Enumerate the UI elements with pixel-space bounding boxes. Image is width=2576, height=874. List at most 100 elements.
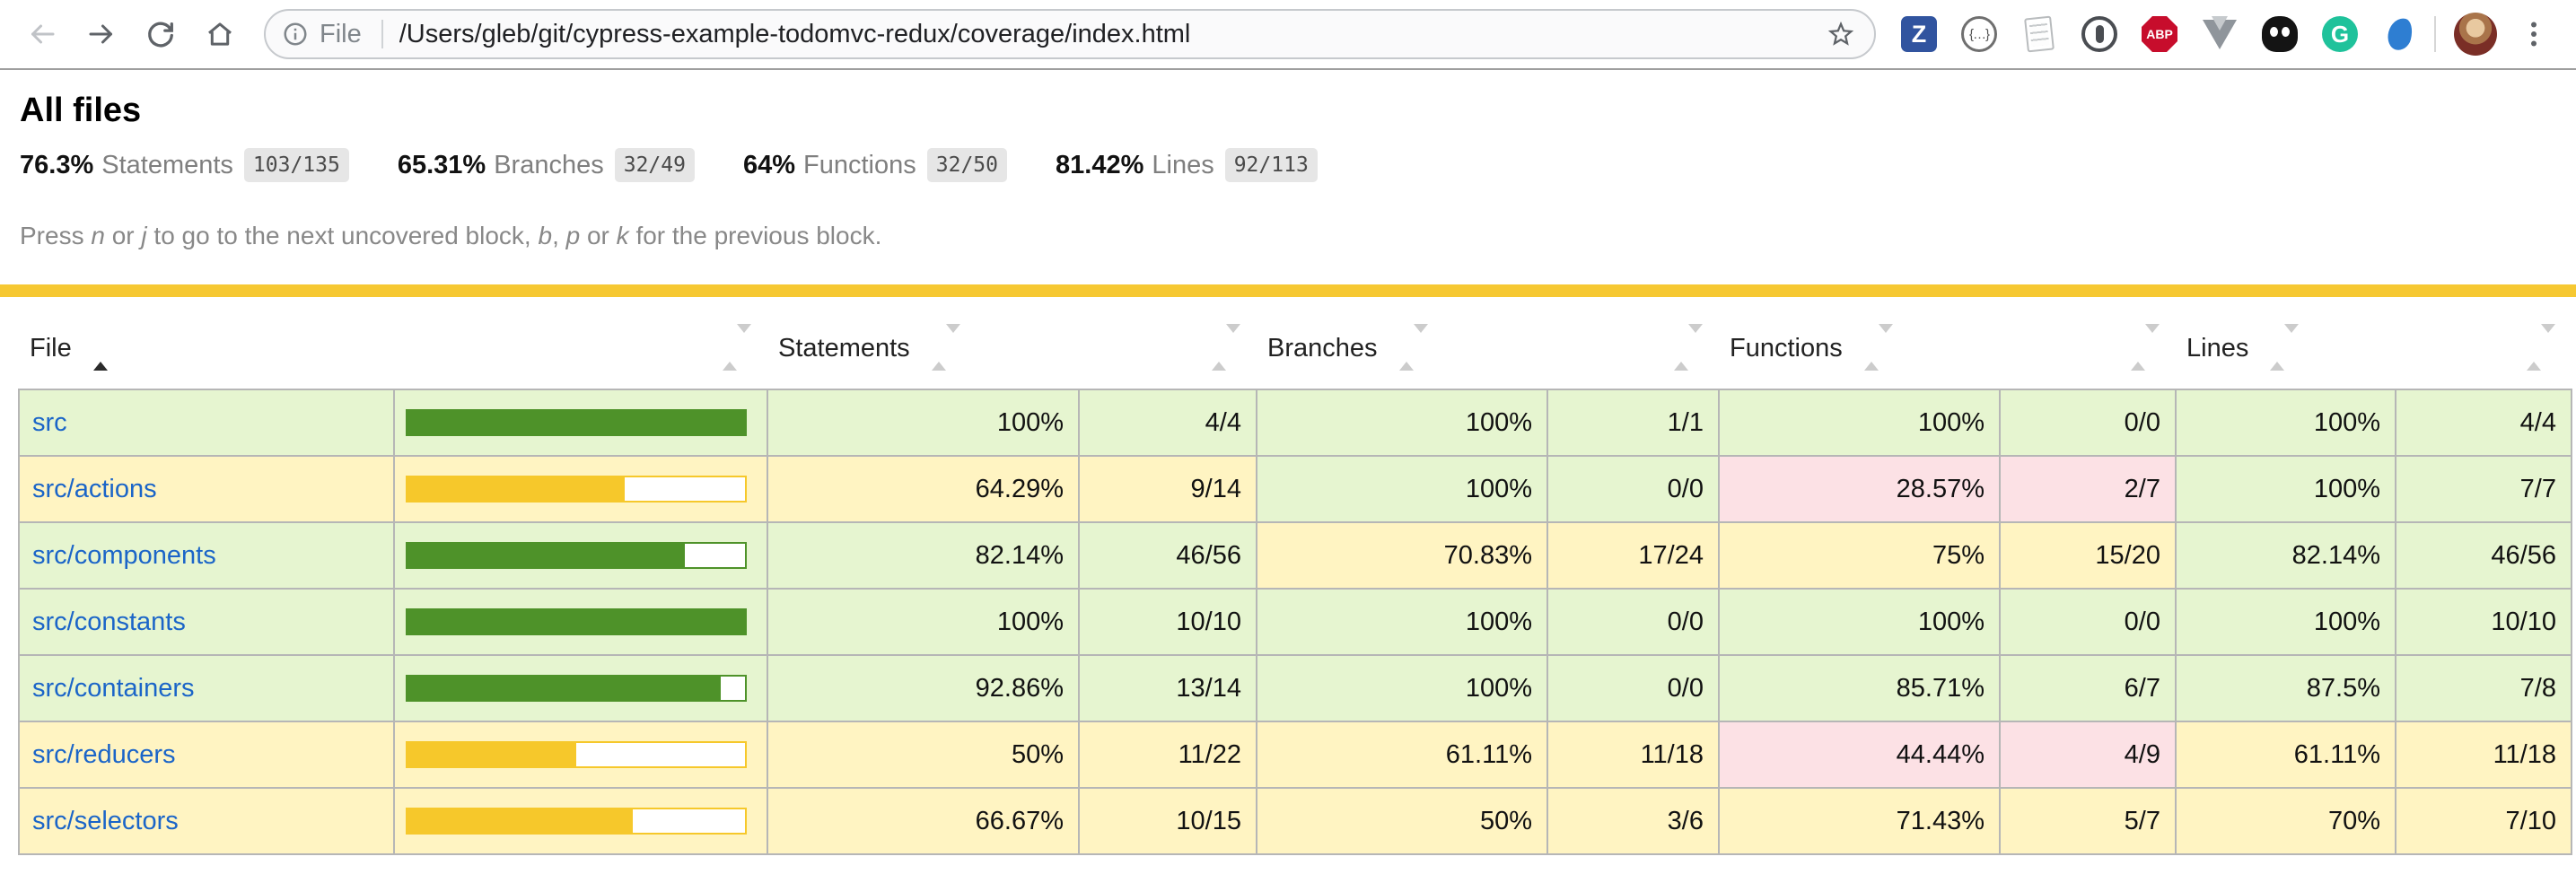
bookmark-star-icon[interactable] (1826, 19, 1856, 49)
coverage-bar-cell (393, 521, 768, 590)
coverage-table-body: src 100% 4/4 100% 1/1 100% 0/0 100% 4/4 src/actio… (18, 389, 2572, 855)
lines-ratio-cell: 46/56 (2395, 521, 2572, 590)
coverage-bar-cell (393, 787, 768, 855)
grammarly-extension-icon[interactable]: G (2322, 16, 2358, 52)
coverage-bar-cell (393, 389, 768, 457)
coverage-bar-fill (407, 411, 745, 434)
file-link[interactable]: src (32, 407, 67, 437)
1password-extension-icon[interactable] (2081, 16, 2117, 52)
flame-glyph (2385, 15, 2415, 53)
column-header-statements-ratio[interactable] (1079, 297, 1257, 389)
branches-fraction-badge: 32/49 (614, 148, 695, 182)
column-header-lines-ratio[interactable] (2396, 297, 2572, 389)
sort-arrows-icon (1674, 324, 1703, 371)
coverage-summary: 76.3% Statements 103/135 65.31% Branches… (20, 148, 2576, 182)
coverage-bar (406, 409, 747, 436)
column-header-branches[interactable]: Branches (1257, 297, 1547, 389)
summary-branches: 65.31% Branches 32/49 (398, 148, 695, 182)
coverage-bar (406, 542, 747, 569)
functions-ratio-cell: 6/7 (1999, 654, 2177, 722)
coverage-bar-fill (407, 477, 625, 501)
functions-pct-cell: 100% (1718, 389, 2001, 457)
file-cell: src/containers (18, 654, 395, 722)
functions-pct-cell: 100% (1718, 588, 2001, 656)
column-header-lines[interactable]: Lines (2176, 297, 2396, 389)
sort-arrows-icon (1863, 324, 1893, 371)
back-button[interactable] (22, 14, 62, 54)
statements-pct-cell: 64.29% (767, 455, 1080, 523)
json-formatter-extension-icon[interactable]: {…} (1961, 16, 1997, 52)
summary-statements: 76.3% Statements 103/135 (20, 148, 349, 182)
adblock-plus-extension-icon[interactable]: ABP (2142, 16, 2177, 52)
coverage-bar (406, 675, 747, 702)
statements-pct: 76.3% (20, 150, 94, 179)
functions-ratio-cell: 15/20 (1999, 521, 2177, 590)
branches-pct-cell: 61.11% (1256, 721, 1548, 789)
file-link[interactable]: src/containers (32, 673, 195, 703)
toolbar-separator (2434, 16, 2436, 52)
sort-arrows-icon (2270, 324, 2300, 371)
coverage-bar-fill (407, 743, 576, 766)
lines-ratio-cell: 7/7 (2395, 455, 2572, 523)
browser-toolbar: File /Users/gleb/git/cypress-example-tod… (0, 0, 2576, 70)
table-header-row: File Statements Branches (19, 297, 2572, 389)
statements-pct-cell: 82.14% (767, 521, 1080, 590)
reload-button[interactable] (141, 14, 180, 54)
home-button[interactable] (200, 14, 240, 54)
forward-button[interactable] (82, 14, 121, 54)
forward-arrow-icon (89, 24, 112, 44)
sort-arrows-icon (931, 324, 960, 371)
lines-label: Lines (1152, 150, 1214, 179)
file-link[interactable]: src/reducers (32, 739, 176, 769)
column-header-statements[interactable]: Statements (767, 297, 1079, 389)
branches-pct-cell: 100% (1256, 455, 1548, 523)
sort-arrows-icon (2527, 324, 2555, 371)
column-header-functions-ratio[interactable] (2000, 297, 2176, 389)
column-header-file[interactable]: File (19, 297, 394, 389)
functions-ratio-cell: 4/9 (1999, 721, 2177, 789)
coverage-bar-cell (393, 654, 768, 722)
branches-ratio-cell: 17/24 (1546, 521, 1720, 590)
profile-avatar[interactable] (2454, 13, 2497, 56)
kuker-extension-icon[interactable] (2262, 16, 2298, 52)
coverage-bar (406, 476, 747, 503)
statements-pct-cell: 50% (767, 721, 1080, 789)
branches-pct: 65.31% (397, 150, 486, 179)
home-icon (208, 22, 232, 46)
sort-asc-icon (92, 333, 108, 371)
file-link[interactable]: src/selectors (32, 806, 179, 835)
file-cell: src/selectors (18, 787, 395, 855)
functions-ratio-cell: 5/7 (1999, 787, 2177, 855)
file-link[interactable]: src/components (32, 540, 216, 570)
notes-extension-icon[interactable] (2020, 14, 2059, 54)
sort-arrows-icon (1398, 324, 1428, 371)
statements-ratio-cell: 10/15 (1078, 787, 1257, 855)
page-title: All files (20, 92, 142, 129)
column-header-branches-ratio[interactable] (1547, 297, 1719, 389)
vue-devtools-extension-icon[interactable] (2202, 16, 2238, 52)
coverage-bar-fill (407, 544, 685, 567)
coverage-table: File Statements Branches (18, 297, 2572, 855)
branches-pct-cell: 100% (1256, 389, 1548, 457)
address-bar[interactable]: File /Users/gleb/git/cypress-example-tod… (264, 9, 1876, 59)
column-header-functions[interactable]: Functions (1719, 297, 2000, 389)
branches-ratio-cell: 1/1 (1546, 389, 1720, 457)
lines-ratio-cell: 11/18 (2395, 721, 2572, 789)
lines-pct-cell: 70% (2175, 787, 2396, 855)
extensions-row: Z {…} ABP G (1901, 14, 2418, 54)
coverage-report: All files 76.3% Statements 103/135 65.31… (0, 92, 2576, 855)
functions-label: Functions (803, 150, 916, 179)
zotero-extension-icon[interactable]: Z (1901, 16, 1937, 52)
file-link[interactable]: src/actions (32, 474, 157, 503)
branches-pct-cell: 70.83% (1256, 521, 1548, 590)
blue-flame-extension-icon[interactable] (2382, 15, 2418, 53)
browser-menu-button[interactable] (2514, 14, 2554, 54)
table-row: src/containers 92.86% 13/14 100% 0/0 85.71% 6/… (18, 654, 2572, 722)
url-text[interactable]: /Users/gleb/git/cypress-example-todomvc-… (399, 19, 1191, 48)
column-header-bar[interactable] (394, 297, 767, 389)
branches-pct-cell: 100% (1256, 654, 1548, 722)
file-link[interactable]: src/constants (32, 607, 186, 636)
statements-ratio-cell: 9/14 (1078, 455, 1257, 523)
info-icon[interactable] (282, 21, 309, 48)
file-cell: src/components (18, 521, 395, 590)
